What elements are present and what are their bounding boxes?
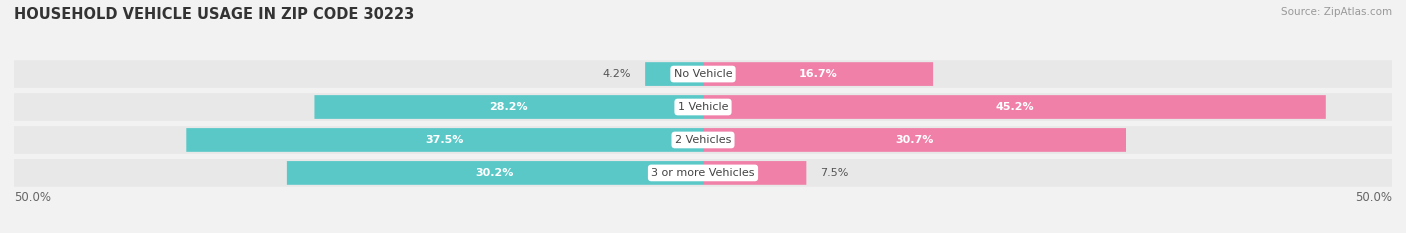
FancyBboxPatch shape — [703, 95, 1326, 119]
FancyBboxPatch shape — [14, 93, 1392, 121]
FancyBboxPatch shape — [14, 60, 1392, 88]
Text: 50.0%: 50.0% — [1355, 191, 1392, 204]
Text: 7.5%: 7.5% — [820, 168, 848, 178]
Text: HOUSEHOLD VEHICLE USAGE IN ZIP CODE 30223: HOUSEHOLD VEHICLE USAGE IN ZIP CODE 3022… — [14, 7, 415, 22]
Text: 4.2%: 4.2% — [603, 69, 631, 79]
Text: 16.7%: 16.7% — [799, 69, 838, 79]
Text: No Vehicle: No Vehicle — [673, 69, 733, 79]
FancyBboxPatch shape — [703, 161, 807, 185]
Text: 37.5%: 37.5% — [426, 135, 464, 145]
Text: 28.2%: 28.2% — [489, 102, 529, 112]
FancyBboxPatch shape — [186, 128, 703, 152]
FancyBboxPatch shape — [645, 62, 703, 86]
Text: 45.2%: 45.2% — [995, 102, 1033, 112]
Text: 2 Vehicles: 2 Vehicles — [675, 135, 731, 145]
Text: Source: ZipAtlas.com: Source: ZipAtlas.com — [1281, 7, 1392, 17]
Text: 3 or more Vehicles: 3 or more Vehicles — [651, 168, 755, 178]
Text: 30.7%: 30.7% — [896, 135, 934, 145]
Text: 50.0%: 50.0% — [14, 191, 51, 204]
FancyBboxPatch shape — [703, 62, 934, 86]
FancyBboxPatch shape — [14, 126, 1392, 154]
FancyBboxPatch shape — [14, 159, 1392, 187]
Text: 1 Vehicle: 1 Vehicle — [678, 102, 728, 112]
FancyBboxPatch shape — [703, 128, 1126, 152]
Text: 30.2%: 30.2% — [475, 168, 515, 178]
FancyBboxPatch shape — [315, 95, 703, 119]
FancyBboxPatch shape — [287, 161, 703, 185]
